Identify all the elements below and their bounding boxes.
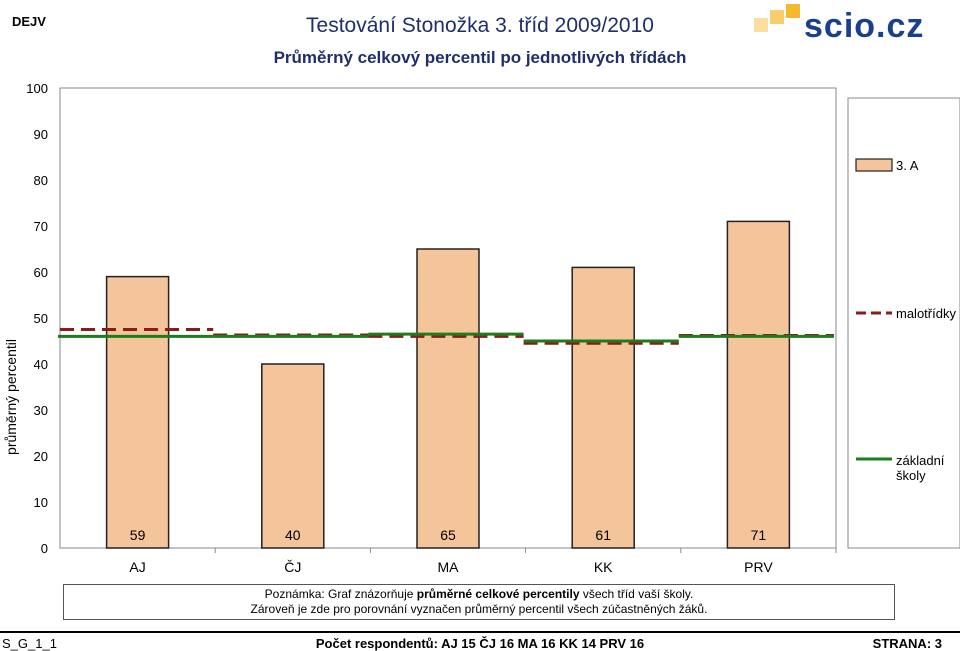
bar — [261, 363, 325, 549]
data-label: 59 — [130, 527, 146, 543]
respondent-count: Počet respondentů: AJ 15 ČJ 16 MA 16 KK … — [315, 636, 645, 651]
y-tick-label: 10 — [34, 495, 48, 510]
y-tick-label: 50 — [34, 311, 48, 326]
x-tick-label: AJ — [129, 559, 145, 575]
x-tick-label: KK — [594, 559, 613, 575]
legend-label-zakladni-2: školy — [896, 468, 926, 483]
reference-lines — [58, 328, 834, 345]
data-label: 65 — [440, 527, 456, 543]
y-axis-label: průměrný percentil — [3, 339, 19, 455]
bar — [571, 266, 635, 549]
bar — [416, 248, 480, 549]
note-line-2: Zároveň je zde pro porovnání vyznačen pr… — [250, 602, 708, 616]
y-tick-label: 100 — [26, 81, 48, 96]
x-tick-label: MA — [438, 559, 460, 575]
note-text-2: všech tříd vaší školy. — [579, 587, 694, 601]
scio-logo: scio.cz — [754, 4, 924, 42]
data-label: 40 — [285, 527, 301, 543]
y-tick-label: 90 — [34, 127, 48, 142]
y-tick-label: 40 — [34, 357, 48, 372]
y-tick-label: 0 — [41, 541, 48, 556]
data-labels: 59 40 65 61 71 — [130, 527, 767, 543]
x-tick-label: ČJ — [284, 559, 301, 575]
y-tick-label: 20 — [34, 449, 48, 464]
y-tick-label: 70 — [34, 219, 48, 234]
bar-series — [105, 220, 791, 549]
corner-label: DEJV — [12, 14, 46, 29]
legend-label-zakladni: základní — [896, 453, 945, 468]
footer-code: S_G_1_1 — [2, 636, 57, 651]
logo-text: scio.cz — [804, 7, 924, 42]
data-label: 71 — [751, 527, 767, 543]
legend-box — [847, 97, 960, 549]
note-text-bold: průměrné celkové percentily — [416, 587, 580, 601]
y-tick-label: 60 — [34, 265, 48, 280]
bar — [105, 275, 170, 549]
data-label: 61 — [595, 527, 611, 543]
x-tick-label: PRV — [744, 559, 773, 575]
legend-label-series: 3. A — [896, 158, 919, 173]
chart: 0 10 20 30 40 50 60 70 80 90 100 AJ ČJ MA KK PRV 59 40 65… — [3, 81, 960, 575]
chart-title: Průměrný celkový percentil po jednotlivý… — [273, 48, 687, 67]
bar — [726, 220, 791, 549]
y-tick-label: 30 — [34, 403, 48, 418]
note-text-1: Poznámka: Graf znázorňuje — [264, 587, 417, 601]
note-box: Poznámka: Graf znázorňuje průměrné celko… — [63, 584, 895, 620]
legend-swatch-bar — [855, 158, 893, 172]
page-number: STRANA: 3 — [872, 636, 942, 651]
y-tick-label: 80 — [34, 173, 48, 188]
footer-divider — [0, 631, 960, 633]
legend-label-malotridky: malotřídky — [896, 306, 956, 321]
page-title: Testování Stonožka 3. tříd 2009/2010 — [306, 14, 654, 37]
